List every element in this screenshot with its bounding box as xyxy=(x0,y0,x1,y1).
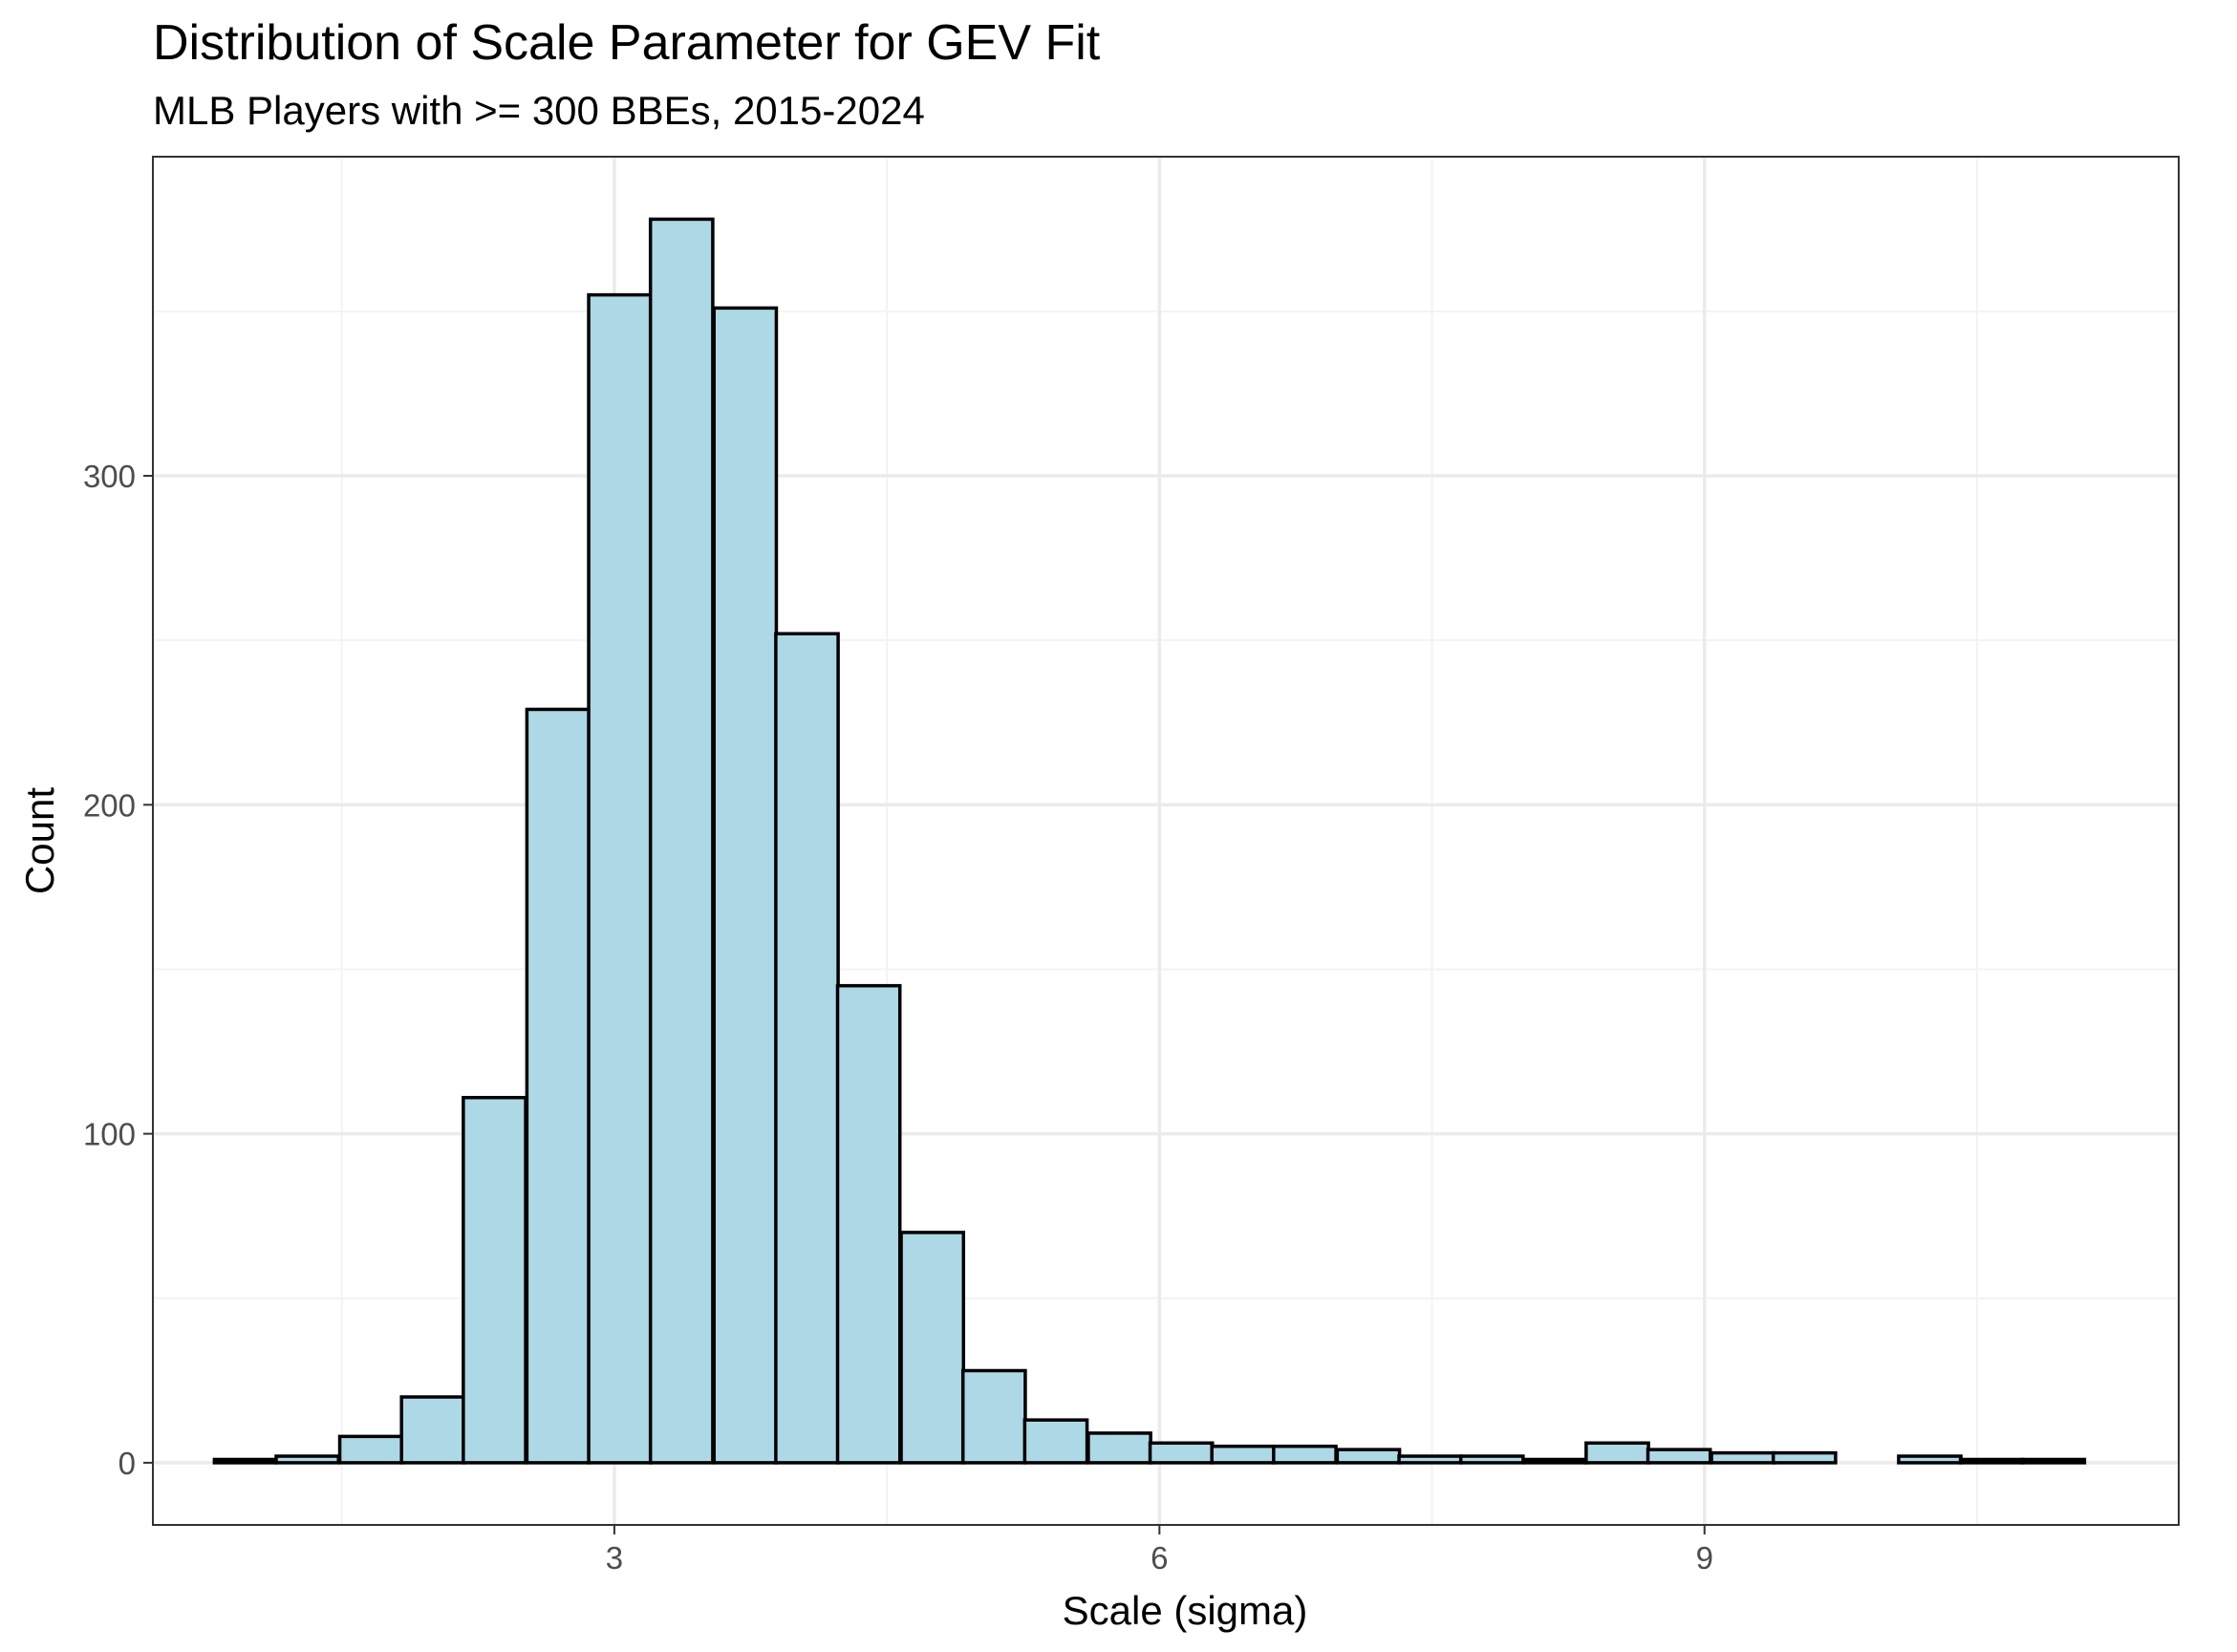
histogram-bar xyxy=(1148,1441,1215,1465)
histogram-bar xyxy=(587,292,654,1465)
histogram-bar xyxy=(1897,1454,1963,1465)
histogram-bar xyxy=(1210,1444,1277,1465)
histogram-bar xyxy=(1710,1450,1776,1465)
y-tick-label: 0 xyxy=(118,1446,136,1481)
x-axis-title: Scale (sigma) xyxy=(1063,1588,1308,1633)
histogram-bar xyxy=(1086,1431,1152,1465)
histogram-bar xyxy=(1022,1418,1089,1465)
histogram-bar xyxy=(899,1231,966,1465)
x-tick-label: 6 xyxy=(1151,1540,1168,1576)
y-tick-label: 300 xyxy=(83,459,136,494)
histogram-bar xyxy=(712,306,779,1465)
x-axis-ticks: 3 6 9 xyxy=(606,1525,1713,1576)
histogram-bar xyxy=(274,1454,340,1465)
histogram-bar xyxy=(960,1368,1027,1465)
histogram-bars xyxy=(212,217,2087,1465)
y-tick-label: 200 xyxy=(83,787,136,823)
histogram-bar xyxy=(212,1457,279,1465)
histogram-bar xyxy=(648,217,715,1465)
histogram-bar xyxy=(1771,1450,1838,1465)
minor-gridlines xyxy=(153,157,2179,1525)
plot-panel xyxy=(153,157,2179,1525)
chart-title: Distribution of Scale Parameter for GEV … xyxy=(153,15,1101,71)
histogram-bar xyxy=(1458,1454,1525,1465)
histogram-bar xyxy=(462,1095,527,1465)
histogram-bar xyxy=(1958,1457,2025,1465)
plot-panel-border xyxy=(152,156,2180,1526)
histogram-bar xyxy=(1645,1448,1712,1465)
x-tick-label: 3 xyxy=(606,1540,623,1576)
histogram-bar xyxy=(2020,1457,2087,1465)
chart-subtitle: MLB Players with >= 300 BBEs, 2015-2024 xyxy=(153,88,925,133)
histogram-bar xyxy=(835,983,902,1465)
histogram-bar xyxy=(1335,1448,1402,1465)
y-tick-label: 100 xyxy=(83,1117,136,1152)
histogram-bar xyxy=(1584,1441,1650,1465)
histogram-bar xyxy=(337,1434,404,1465)
histogram-bar xyxy=(774,632,840,1465)
histogram-bar xyxy=(1397,1454,1464,1465)
histogram-bar xyxy=(1272,1444,1338,1465)
histogram-bar xyxy=(1522,1457,1589,1465)
y-axis-title: Count xyxy=(17,787,62,894)
y-axis-ticks: 0 100 200 300 xyxy=(83,459,153,1481)
x-tick-label: 9 xyxy=(1696,1540,1713,1576)
histogram-bar xyxy=(399,1395,466,1465)
histogram-bar xyxy=(525,707,592,1465)
